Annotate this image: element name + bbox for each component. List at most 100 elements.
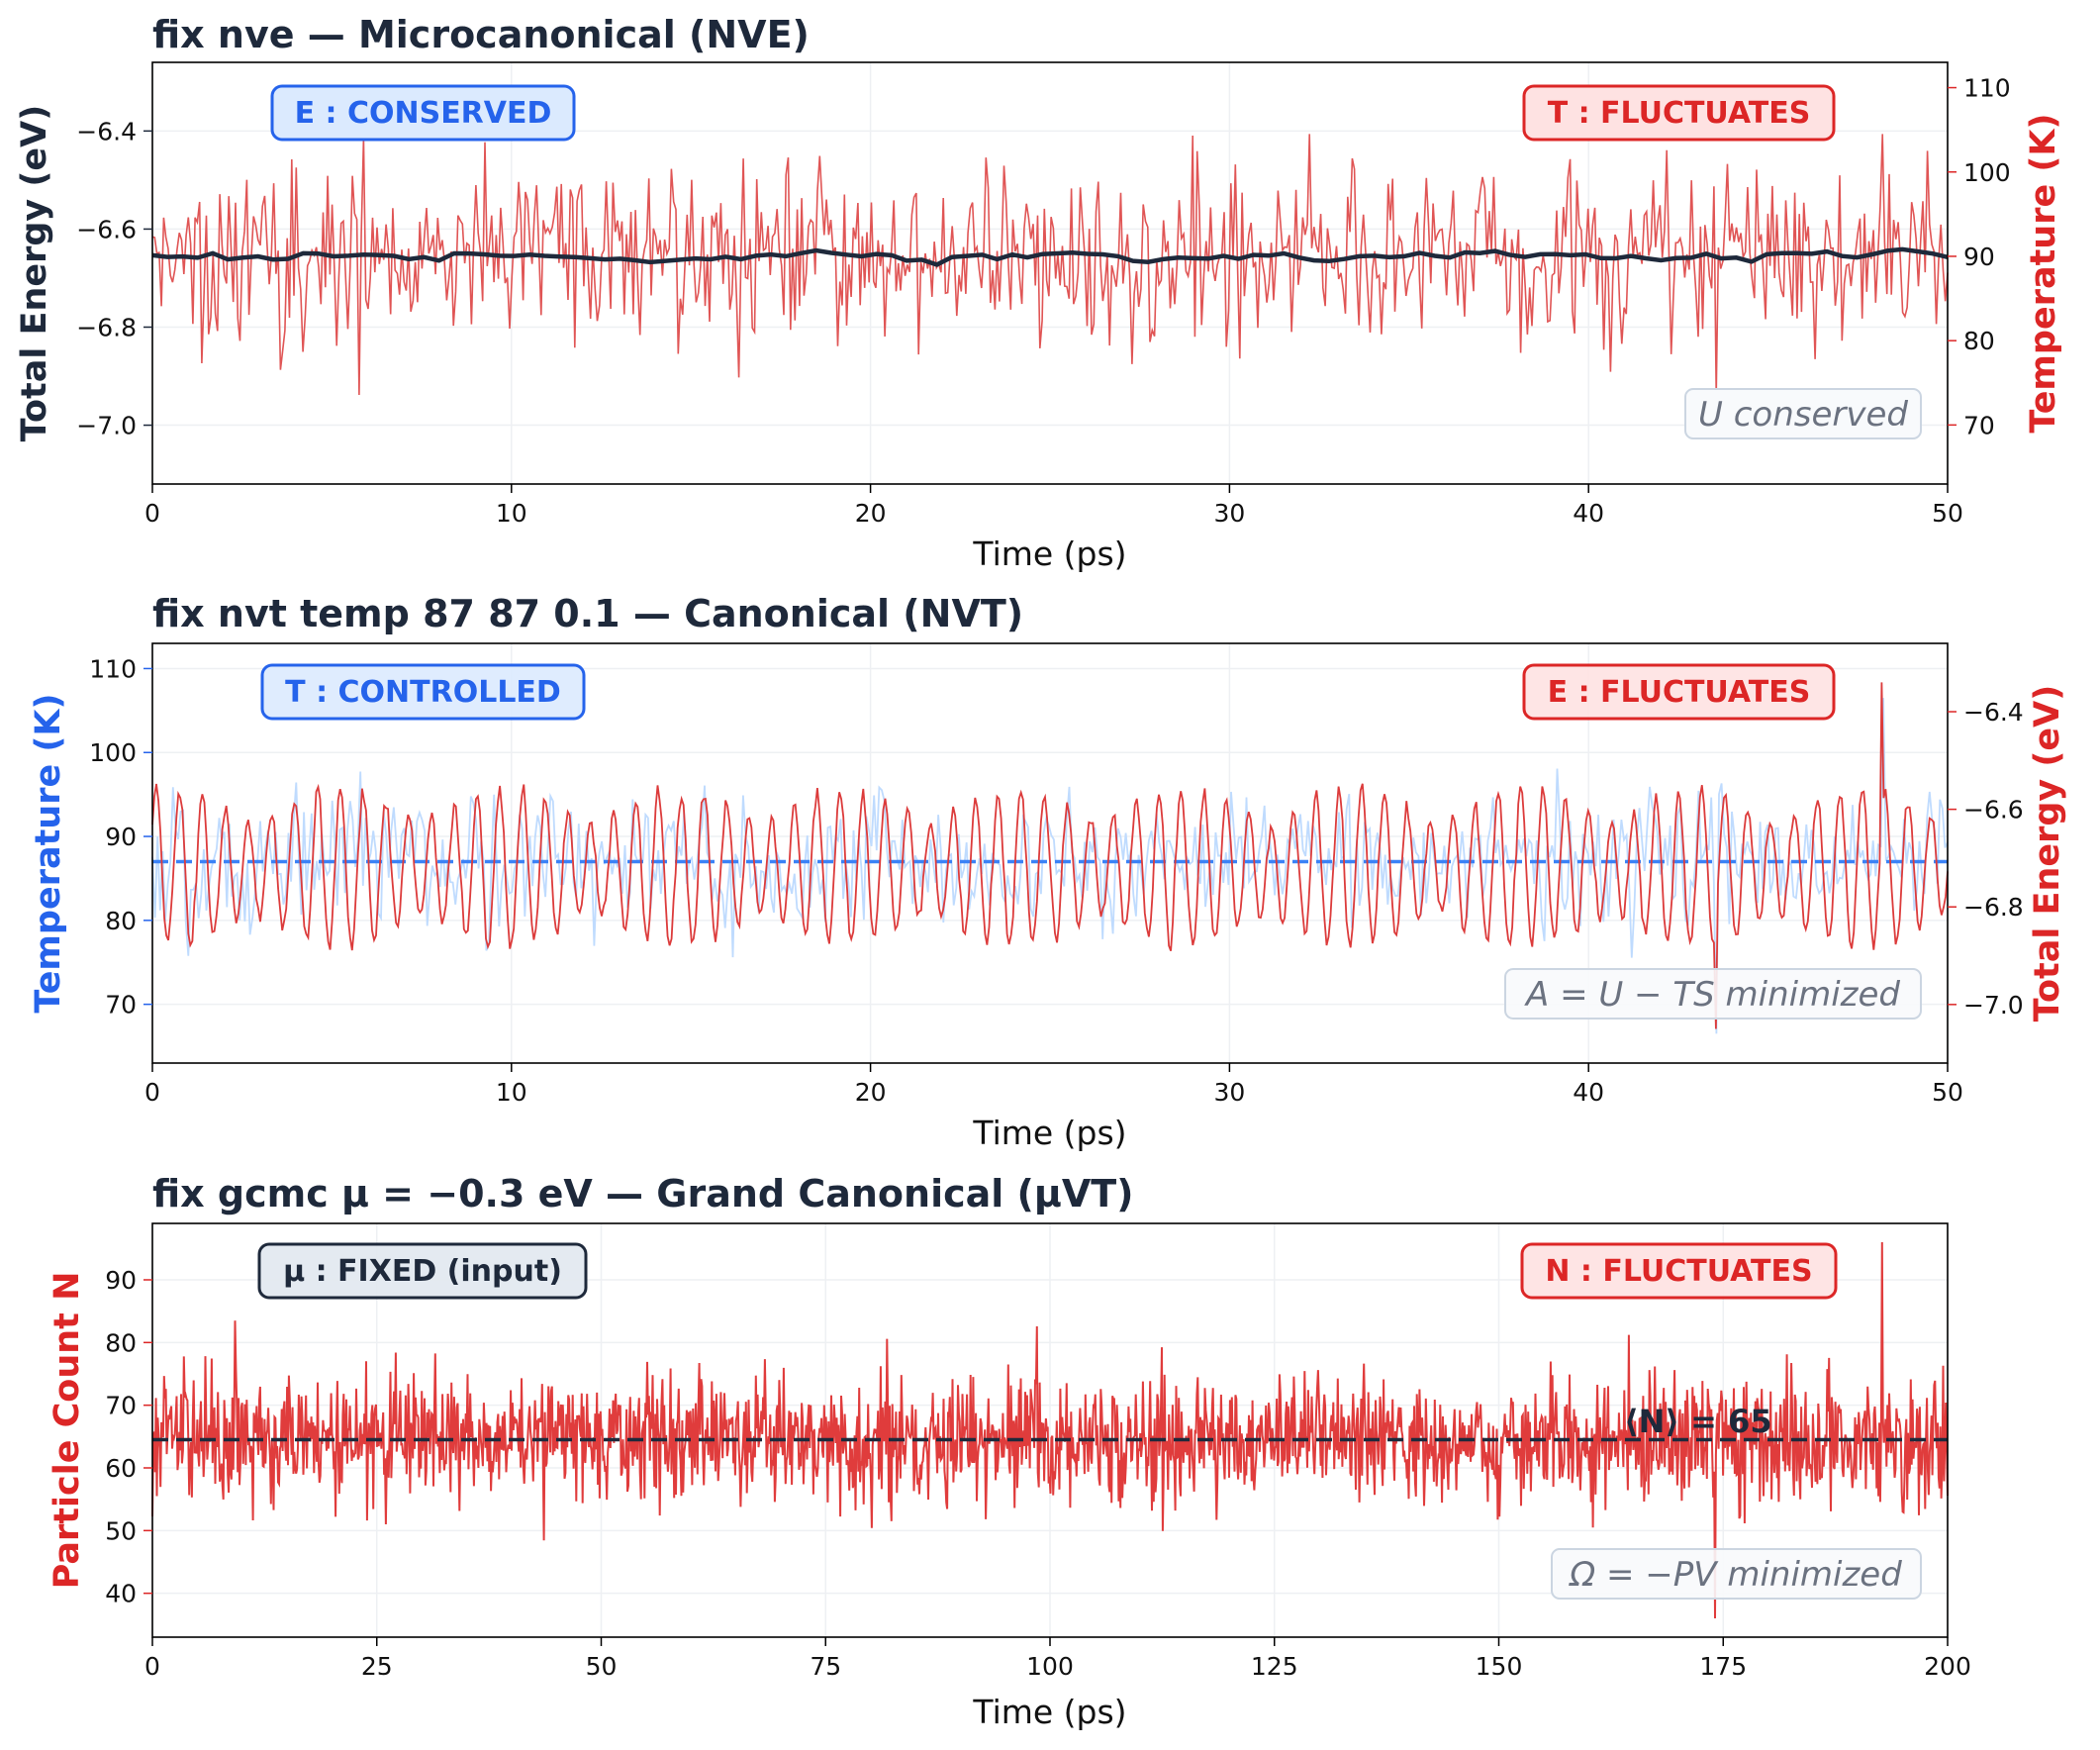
panel-gcmc-x-ticks: 0 25 50 75 100 125 150 175 200 [144, 1637, 1971, 1681]
x-tick-label: 175 [1699, 1652, 1747, 1681]
x-tick-label: 25 [361, 1652, 393, 1681]
x-tick-label: 75 [810, 1652, 841, 1681]
panel-gcmc-series: ⟨N⟩ = 65 [151, 1241, 1949, 1619]
note-grand-potential-minimized: Ω = −PV minimized [1551, 1548, 1922, 1600]
note-grand-potential-minimized-text: Ω = −PV minimized [1568, 1555, 1902, 1595]
left-tick-label: 70 [105, 991, 137, 1020]
x-tick-label: 50 [586, 1652, 618, 1681]
left-tick-label: 60 [105, 1454, 137, 1483]
badge-energy-conserved: E : CONSERVED [270, 84, 576, 142]
badge-mu-fixed: μ : FIXED (input) [257, 1242, 588, 1300]
note-grand-potential-minimized-box [1551, 1548, 1922, 1600]
badge-energy-fluctuates-box [1522, 663, 1836, 721]
note-u-conserved-text: U conserved [1698, 395, 1908, 435]
panel-gcmc-title: fix gcmc μ = −0.3 eV — Grand Canonical (… [152, 1172, 1134, 1215]
badge-temperature-fluctuates-text: T : FLUCTUATES [1548, 96, 1811, 131]
panel-nve-x-axis-label: Time (ps) [972, 535, 1126, 573]
panel-nve-title: fix nve — Microcanonical (NVE) [152, 13, 810, 56]
x-tick-label: 20 [855, 1078, 887, 1107]
panel-nve-frame [151, 61, 1949, 485]
temperature-series-line [151, 698, 1949, 1034]
x-tick-label: 200 [1924, 1652, 1971, 1681]
panel-nvt-right-ticks: −7.0 −6.8 −6.6 −6.4 [1948, 698, 2024, 1020]
right-tick-label: −7.0 [1963, 991, 2024, 1020]
panel-nvt-x-axis-label: Time (ps) [972, 1114, 1126, 1152]
panel-nve-left-axis-label: Total Energy (eV) [15, 105, 54, 442]
panel-nvt-series [151, 682, 1949, 1034]
panel-nve-right-ticks: 70 80 90 100 110 [1948, 74, 2011, 439]
panel-nve-right-axis-label: Temperature (K) [2024, 113, 2063, 433]
x-tick-label: 100 [1026, 1652, 1074, 1681]
badge-temperature-fluctuates: T : FLUCTUATES [1522, 84, 1836, 142]
mean-particle-count-label: ⟨N⟩ = 65 [1624, 1403, 1772, 1440]
x-tick-label: 40 [1573, 499, 1604, 528]
panel-gcmc-left-ticks: 40 50 60 70 80 90 [105, 1266, 152, 1608]
panel-nvt: fix nvt temp 87 87 0.1 — Canonical (NVT)… [29, 592, 2067, 1152]
x-tick-label: 0 [144, 1078, 160, 1107]
panel-nvt-right-axis-label: Total Energy (eV) [2028, 685, 2067, 1022]
energy-series-line [151, 246, 1949, 267]
badge-temperature-controlled-box [260, 663, 586, 721]
right-tick-label: −6.8 [1963, 893, 2024, 922]
badge-energy-fluctuates-text: E : FLUCTUATES [1548, 675, 1811, 710]
badge-temperature-fluctuates-box [1522, 84, 1836, 142]
x-tick-label: 40 [1573, 1078, 1604, 1107]
x-tick-label: 10 [496, 1078, 527, 1107]
left-tick-label: 90 [105, 1266, 137, 1295]
x-tick-label: 30 [1213, 499, 1245, 528]
left-tick-label: 80 [105, 1328, 137, 1357]
badge-n-fluctuates: N : FLUCTUATES [1520, 1242, 1838, 1300]
left-tick-label: −6.4 [76, 117, 137, 146]
panel-gcmc-left-axis-label: Particle Count N [48, 1272, 87, 1590]
panel-nve-x-ticks: 0 10 20 30 40 50 [144, 484, 1963, 528]
x-tick-label: 150 [1476, 1652, 1523, 1681]
particle-count-series-line [151, 1241, 1949, 1619]
left-tick-label: −6.8 [76, 313, 137, 341]
x-tick-label: 30 [1213, 1078, 1245, 1107]
panel-nve: fix nve — Microcanonical (NVE) 0 10 20 30 40… [15, 13, 2063, 573]
right-tick-label: −6.6 [1963, 796, 2024, 825]
note-u-conserved-box [1684, 388, 1922, 439]
left-tick-label: 40 [105, 1580, 137, 1608]
badge-temperature-controlled-text: T : CONTROLLED [285, 675, 561, 710]
panel-nve-series [151, 134, 1949, 396]
panel-nvt-title: fix nvt temp 87 87 0.1 — Canonical (NVT) [152, 592, 1023, 635]
x-tick-label: 50 [1932, 499, 1963, 528]
right-tick-label: 70 [1963, 411, 1995, 439]
x-tick-label: 20 [855, 499, 887, 528]
panel-gcmc: fix gcmc μ = −0.3 eV — Grand Canonical (… [48, 1172, 1971, 1731]
energy-series-line [151, 682, 1949, 1029]
badge-n-fluctuates-text: N : FLUCTUATES [1545, 1254, 1812, 1289]
left-tick-label: 100 [89, 738, 137, 767]
panel-gcmc-x-axis-label: Time (ps) [972, 1693, 1126, 1731]
panel-nvt-left-axis-label: Temperature (K) [29, 693, 68, 1013]
note-helmholtz-minimized-box [1504, 968, 1922, 1020]
temperature-series-line [151, 134, 1949, 396]
left-tick-label: 110 [89, 654, 137, 683]
left-tick-label: −6.6 [76, 215, 137, 243]
panel-nvt-frame [151, 642, 1949, 1064]
badge-energy-conserved-box [270, 84, 576, 142]
badge-temperature-controlled: T : CONTROLLED [260, 663, 586, 721]
left-tick-label: 80 [105, 907, 137, 935]
left-tick-label: 50 [105, 1516, 137, 1545]
right-tick-label: 80 [1963, 327, 1995, 355]
note-helmholtz-minimized-text: A = U − TS minimized [1524, 975, 1900, 1015]
note-helmholtz-minimized: A = U − TS minimized [1504, 968, 1922, 1020]
left-tick-label: 70 [105, 1392, 137, 1420]
x-tick-label: 0 [144, 499, 160, 528]
right-tick-label: 110 [1963, 74, 2011, 103]
badge-energy-fluctuates: E : FLUCTUATES [1522, 663, 1836, 721]
panel-nve-left-ticks: −7.0 −6.8 −6.6 −6.4 [76, 117, 152, 440]
left-tick-label: −7.0 [76, 412, 137, 440]
right-tick-label: −6.4 [1963, 698, 2024, 727]
left-tick-label: 90 [105, 823, 137, 851]
badge-mu-fixed-box [257, 1242, 588, 1300]
badge-n-fluctuates-box [1520, 1242, 1838, 1300]
panel-nvt-left-ticks: 70 80 90 100 110 [89, 654, 152, 1020]
x-tick-label: 0 [144, 1652, 160, 1681]
x-tick-label: 10 [496, 499, 527, 528]
note-u-conserved: U conserved [1684, 388, 1922, 439]
x-tick-label: 50 [1932, 1078, 1963, 1107]
